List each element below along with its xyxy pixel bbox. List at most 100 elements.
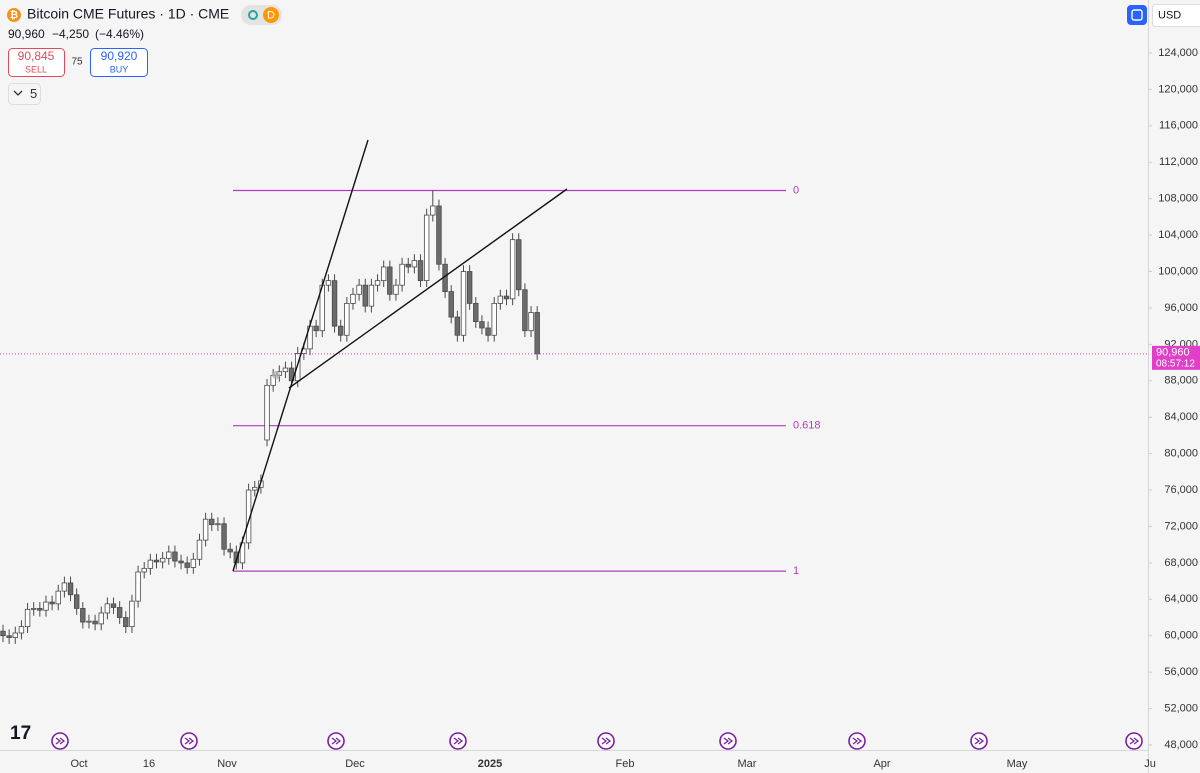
candle-body xyxy=(522,289,528,332)
sell-button[interactable] xyxy=(8,48,65,77)
candle-body xyxy=(356,284,362,295)
y-tick-label: 100,000 xyxy=(1158,265,1198,277)
candle-body xyxy=(528,312,534,332)
candle-body xyxy=(362,284,368,307)
candle-body xyxy=(49,601,55,605)
candle-body xyxy=(430,205,436,216)
candle-body xyxy=(393,284,399,295)
event-arrow xyxy=(184,737,195,745)
candle-body xyxy=(172,551,178,562)
candle-body xyxy=(209,518,215,526)
event-arrow xyxy=(1129,737,1140,745)
y-tick-label: 56,000 xyxy=(1164,666,1198,678)
layout-icon xyxy=(1131,9,1143,21)
candle-body xyxy=(227,548,233,553)
candle-body xyxy=(129,600,135,628)
candle-body xyxy=(503,295,510,300)
plot xyxy=(0,52,1152,746)
candle-body xyxy=(387,266,393,295)
candle-body xyxy=(337,325,344,336)
x-tick-label: Mar xyxy=(738,758,757,770)
event-arrow xyxy=(453,737,464,745)
candle-body xyxy=(196,539,203,560)
candle-body xyxy=(110,603,117,608)
candle-body xyxy=(215,523,221,526)
indicator-count: 5 xyxy=(30,86,37,101)
coin-icon xyxy=(7,8,21,22)
fib-label: 0 xyxy=(793,184,799,196)
anchor xyxy=(272,371,280,379)
candle-body xyxy=(331,280,338,327)
candle-body xyxy=(12,632,18,638)
x-tick-label: Ju xyxy=(1144,758,1156,770)
candle-body xyxy=(24,608,31,628)
y-tick-label: 48,000 xyxy=(1164,739,1198,751)
currency-button[interactable] xyxy=(1152,4,1200,27)
axis-labels: 48,000 52,000 56,000 60,000 64,000 68,000 72,0… xyxy=(70,47,1200,770)
candle-body xyxy=(233,551,240,564)
candle-body xyxy=(313,325,319,332)
badge-text: D xyxy=(267,9,275,21)
y-tick-label: 124,000 xyxy=(1158,47,1198,59)
candle-body xyxy=(350,293,356,304)
y-tick-label: 72,000 xyxy=(1164,520,1198,532)
y-tick-label: 104,000 xyxy=(1158,229,1198,241)
buy-price: 90,920 xyxy=(101,49,138,63)
candle-body xyxy=(485,327,491,336)
y-tick-label: 120,000 xyxy=(1158,83,1198,95)
candle-body xyxy=(159,557,166,563)
sell-price: 90,845 xyxy=(18,49,55,63)
candle-body xyxy=(491,302,497,336)
candle-body xyxy=(368,284,375,307)
candle-body xyxy=(466,271,473,304)
candle-body xyxy=(135,571,141,602)
change: −4,250 xyxy=(52,27,89,41)
last-price-tag xyxy=(1152,345,1200,370)
x-tick-label: Feb xyxy=(616,758,635,770)
indicators-toggle[interactable] xyxy=(8,83,41,105)
y-tick-label: 64,000 xyxy=(1164,593,1198,605)
symbol-title: Bitcoin CME Futures · 1D · CME xyxy=(27,6,229,22)
candle-body xyxy=(153,559,160,563)
status-dot xyxy=(248,10,258,20)
fib-label: 1 xyxy=(793,565,799,577)
candle-body xyxy=(325,280,332,286)
trend-line xyxy=(232,139,369,572)
badge xyxy=(263,7,279,23)
y-tick-label: 88,000 xyxy=(1164,375,1198,387)
x-tick-label: 16 xyxy=(143,758,155,770)
candle-body xyxy=(245,489,252,544)
y-tick-label: 76,000 xyxy=(1164,484,1198,496)
candle-body xyxy=(221,523,227,550)
event-arrow xyxy=(55,737,66,745)
y-tick-label: 80,000 xyxy=(1164,448,1198,460)
event-arrow xyxy=(852,737,863,745)
candle-body xyxy=(123,617,129,628)
candle-body xyxy=(92,620,98,625)
candle-body xyxy=(73,594,80,609)
x-tick-label: May xyxy=(1007,758,1028,770)
logo: 17 xyxy=(10,723,31,744)
y-tick-label: 108,000 xyxy=(1158,193,1198,205)
x-tick-label: Apr xyxy=(873,758,890,770)
buy-button[interactable] xyxy=(90,48,148,77)
candle-body xyxy=(417,260,424,282)
candle-body xyxy=(344,302,350,336)
candle-body xyxy=(190,558,197,568)
fib-label: 0.618 xyxy=(793,420,821,432)
layout-button[interactable] xyxy=(1127,5,1147,25)
events xyxy=(51,732,1143,750)
event-arrow xyxy=(601,737,612,745)
candle-body xyxy=(479,321,485,329)
last-price: 90,960 xyxy=(8,27,45,41)
trend-line xyxy=(288,188,568,389)
candle-body xyxy=(516,239,522,291)
candle-body xyxy=(509,239,516,300)
candle-body xyxy=(67,582,74,596)
event-arrow xyxy=(723,737,734,745)
candle-body xyxy=(147,559,154,569)
y-tick-label: 96,000 xyxy=(1164,302,1198,314)
